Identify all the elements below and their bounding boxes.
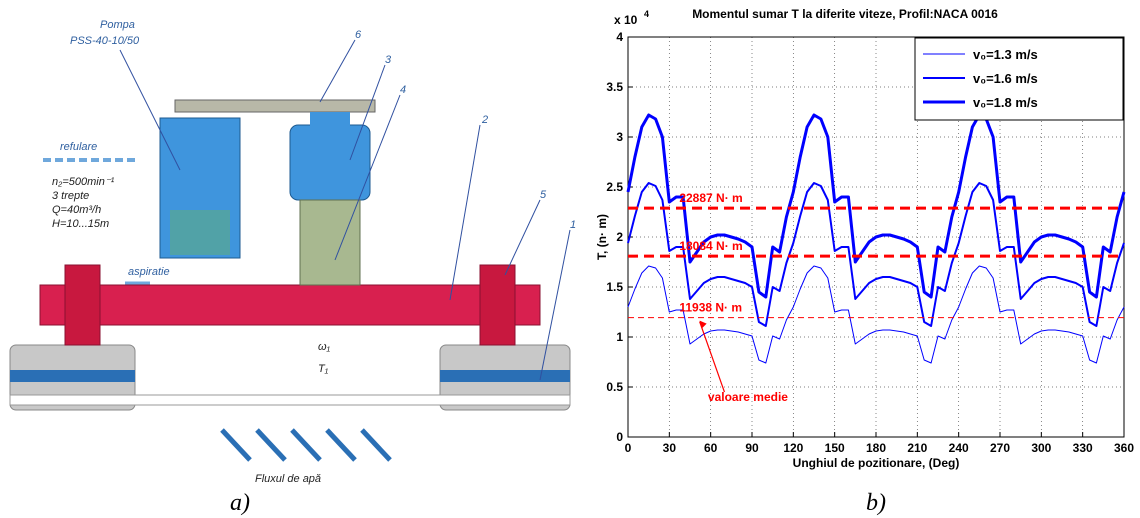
callout: 1	[570, 219, 576, 231]
y-tick-label: 2.5	[606, 180, 623, 194]
shaft	[9, 394, 571, 406]
pump-spec: 3 trepte	[52, 190, 89, 202]
x-tick-label: 30	[663, 441, 677, 455]
callout: 5	[540, 189, 547, 201]
y-tick-label: 0	[616, 430, 623, 444]
beam	[39, 284, 541, 326]
x-tick-label: 240	[949, 441, 969, 455]
column	[299, 199, 361, 286]
x-tick-label: 120	[783, 441, 803, 455]
callout: 4	[400, 84, 406, 96]
pump-model: PSS-40-10/50	[70, 35, 140, 47]
x-tick-label: 180	[866, 441, 886, 455]
y-tick-label: 4	[616, 30, 623, 44]
suction-label: aspiratie	[128, 266, 170, 278]
annotation: valoare medie	[708, 390, 788, 404]
x-tick-label: 210	[907, 441, 927, 455]
legend-label: v₀=1.6 m/s	[973, 71, 1038, 86]
omega-label: ω₁	[318, 341, 331, 353]
series-line	[627, 265, 1125, 364]
pump-title: Pompa	[100, 19, 135, 31]
legend-label: v₀=1.3 m/s	[973, 47, 1038, 62]
pump-spec: Q=40m³/h	[52, 204, 101, 216]
caption: b)	[866, 490, 886, 516]
plot-frame	[627, 36, 1125, 438]
caption: a)	[230, 490, 250, 516]
x-tick-label: 270	[990, 441, 1010, 455]
series-line	[627, 182, 1125, 327]
bearing	[479, 264, 516, 346]
flow-label: Fluxul de apă	[255, 473, 321, 485]
x-tick-label: 90	[745, 441, 759, 455]
annotation-arrow	[699, 321, 726, 393]
callout: 3	[385, 54, 392, 66]
y-multiplier-exp: 4	[644, 9, 649, 19]
y-multiplier: x 10	[614, 13, 638, 27]
x-tick-label: 360	[1114, 441, 1134, 455]
bearing	[64, 264, 101, 346]
mean-label: 18084 N· m	[679, 239, 742, 253]
x-tick-label: 0	[625, 441, 632, 455]
mean-label: 22887 N· m	[679, 191, 742, 205]
y-tick-label: 3.5	[606, 80, 623, 94]
float-band	[10, 370, 135, 382]
x-axis-label: Unghiul de pozitionare, (Deg)	[793, 456, 960, 470]
y-tick-label: 0.5	[606, 380, 623, 394]
callout-lines	[119, 39, 571, 381]
y-tick-label: 1.5	[606, 280, 623, 294]
discharge-label: refulare	[60, 141, 97, 153]
x-tick-label: 300	[1031, 441, 1051, 455]
x-tick-label: 60	[704, 441, 718, 455]
flow-arrows	[220, 428, 392, 462]
mean-label: 11938 N· m	[679, 301, 742, 315]
y-tick-label: 2	[616, 230, 623, 244]
callout: 6	[355, 29, 362, 41]
annotation-arrowhead	[699, 320, 707, 329]
y-tick-label: 1	[616, 330, 623, 344]
top-bar	[174, 99, 376, 113]
torque-label: T₁	[318, 363, 329, 375]
pump-spec: H=10...15m	[52, 218, 109, 230]
float-band	[440, 370, 570, 382]
pump-stage	[170, 210, 230, 255]
pump-spec: n₂=500min⁻¹	[52, 176, 115, 188]
legend-label: v₀=1.8 m/s	[973, 95, 1038, 110]
x-tick-label: 150	[825, 441, 845, 455]
diagram: Pompa PSS-40-10/50 6 3 4 2 5 1 refulare …	[9, 19, 576, 516]
y-axis-label: T, (n· m)	[595, 214, 609, 260]
coupling	[310, 112, 350, 127]
chart-title: Momentul sumar T la diferite viteze, Pro…	[692, 7, 998, 21]
y-tick-label: 3	[616, 130, 623, 144]
generator	[289, 124, 371, 201]
x-tick-label: 330	[1073, 441, 1093, 455]
callout: 2	[481, 114, 488, 126]
series-line	[626, 113, 1126, 299]
